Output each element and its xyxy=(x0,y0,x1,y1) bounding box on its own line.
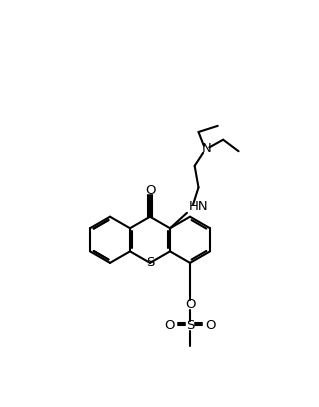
Text: O: O xyxy=(164,319,174,332)
Text: S: S xyxy=(186,319,194,332)
Text: S: S xyxy=(146,256,154,269)
Text: HN: HN xyxy=(189,200,208,213)
Text: O: O xyxy=(145,184,155,197)
Text: O: O xyxy=(185,298,195,311)
Text: N: N xyxy=(201,142,211,155)
Text: O: O xyxy=(205,319,216,332)
